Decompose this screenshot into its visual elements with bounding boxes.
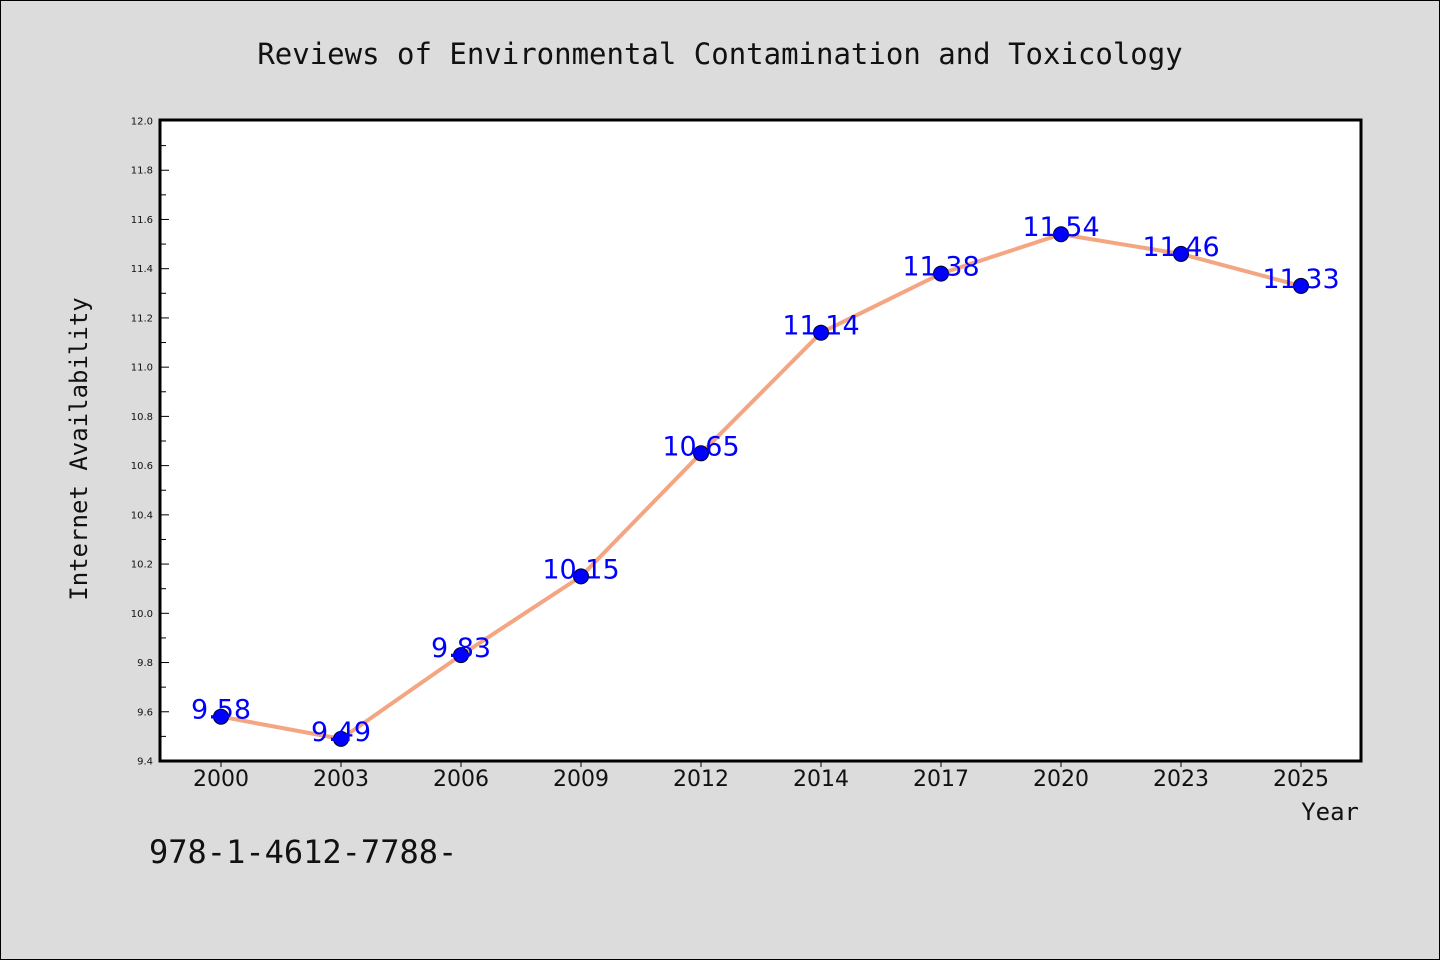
data-point bbox=[333, 730, 349, 747]
y-tick-label: 12.0 bbox=[131, 117, 153, 128]
data-label: 9.49 bbox=[311, 717, 371, 748]
isbn-text: 978-1-4612-7788- bbox=[149, 833, 458, 871]
y-axis-ticks: 9.4 9.6 9.8 10.0 10.2 10.4 10.6 10.8 11.0 11.2 11.… bbox=[131, 117, 169, 768]
data-labels: 9.58 9.49 9.83 10.15 10.65 11.14 11.38 11.54 11.… bbox=[191, 212, 1340, 748]
series-line bbox=[220, 232, 1302, 741]
x-tick-label: 2020 bbox=[1033, 767, 1089, 792]
y-tick-label: 10.0 bbox=[131, 609, 153, 620]
y-tick-label: 9.6 bbox=[137, 707, 153, 718]
data-point bbox=[693, 445, 709, 462]
y-tick-label: 9.4 bbox=[137, 757, 153, 768]
series-line-group bbox=[220, 232, 1302, 741]
y-tick-label: 10.6 bbox=[131, 461, 153, 472]
y-tick-label: 11.2 bbox=[131, 313, 153, 324]
data-point bbox=[573, 568, 589, 585]
y-tick-label: 11.6 bbox=[131, 215, 153, 226]
y-tick-label: 9.8 bbox=[137, 658, 153, 669]
x-axis-label: Year bbox=[1301, 798, 1359, 826]
y-tick-label: 11.4 bbox=[131, 264, 153, 275]
x-tick-label: 2003 bbox=[313, 767, 369, 792]
y-tick-label: 10.2 bbox=[131, 560, 153, 571]
y-tick-label: 10.4 bbox=[131, 510, 153, 521]
data-label: 11.54 bbox=[1022, 212, 1099, 243]
x-tick-label: 2023 bbox=[1153, 767, 1209, 792]
x-axis-ticks: 2000 2003 2006 2009 2012 2014 2017 2020 2023 2025 bbox=[193, 761, 1329, 792]
data-markers bbox=[213, 226, 1309, 747]
data-label: 11.14 bbox=[782, 311, 859, 342]
data-point bbox=[453, 647, 469, 664]
data-point bbox=[933, 265, 949, 282]
chart-title: Reviews of Environmental Contamination a… bbox=[257, 37, 1182, 71]
x-tick-label: 2017 bbox=[913, 767, 969, 792]
x-tick-label: 2006 bbox=[433, 767, 489, 792]
data-label: 10.15 bbox=[542, 554, 619, 585]
data-label: 11.33 bbox=[1262, 264, 1339, 295]
x-tick-label: 2025 bbox=[1273, 767, 1329, 792]
y-tick-label: 11.0 bbox=[131, 363, 153, 374]
x-tick-label: 2014 bbox=[793, 767, 849, 792]
data-label: 10.65 bbox=[662, 431, 739, 462]
x-tick-label: 2012 bbox=[673, 767, 729, 792]
plot-area bbox=[158, 118, 1363, 763]
data-label: 9.58 bbox=[191, 695, 251, 726]
data-label: 11.46 bbox=[1142, 232, 1219, 263]
x-tick-label: 2009 bbox=[553, 767, 609, 792]
data-point bbox=[1293, 277, 1309, 294]
y-tick-label: 11.8 bbox=[131, 166, 153, 177]
data-point bbox=[1173, 245, 1189, 262]
data-label: 9.83 bbox=[431, 633, 491, 664]
y-tick-label: 10.8 bbox=[131, 412, 153, 423]
x-tick-label: 2000 bbox=[193, 767, 249, 792]
data-point bbox=[213, 708, 229, 725]
data-point bbox=[813, 324, 829, 341]
y-axis-label: Internet Availability bbox=[65, 297, 93, 600]
data-point bbox=[1053, 226, 1069, 243]
data-label: 11.38 bbox=[902, 252, 979, 283]
